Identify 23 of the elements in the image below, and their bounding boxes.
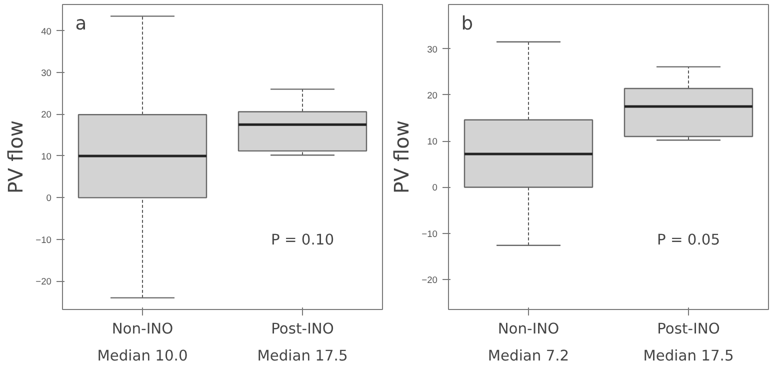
- y-tick-label: 0: [432, 182, 438, 193]
- x-tick-label: Post-INO Median 17.5: [257, 320, 348, 365]
- x-tick-label: Non-INO Median 7.2: [488, 320, 570, 365]
- y-tick-label: −20: [36, 276, 52, 287]
- y-tick-label: 30: [427, 44, 438, 54]
- y-tick-label: −20: [422, 275, 438, 286]
- y-axis-title: PV flow: [390, 120, 414, 194]
- x-tick-label: Non-INO Median 10.0: [97, 320, 188, 365]
- x-tick-label: Post-INO Median 17.5: [643, 320, 734, 365]
- text: a: [75, 14, 87, 35]
- y-tick-label: 20: [427, 90, 438, 100]
- y-tick-label: 10: [427, 136, 438, 147]
- annotation: P = 0.05: [656, 232, 720, 248]
- y-tick-label: 30: [41, 68, 52, 78]
- y-tick-label: −10: [36, 234, 52, 245]
- y-axis-title: PV flow: [4, 120, 28, 194]
- y-tick-label: −10: [422, 228, 438, 239]
- y-tick-label: 0: [46, 193, 52, 204]
- y-tick-label: 20: [41, 110, 52, 120]
- y-tick-label: 10: [41, 151, 52, 162]
- annotation: P = 0.10: [270, 232, 334, 248]
- text: b: [461, 14, 474, 35]
- y-tick-label: 40: [41, 26, 52, 36]
